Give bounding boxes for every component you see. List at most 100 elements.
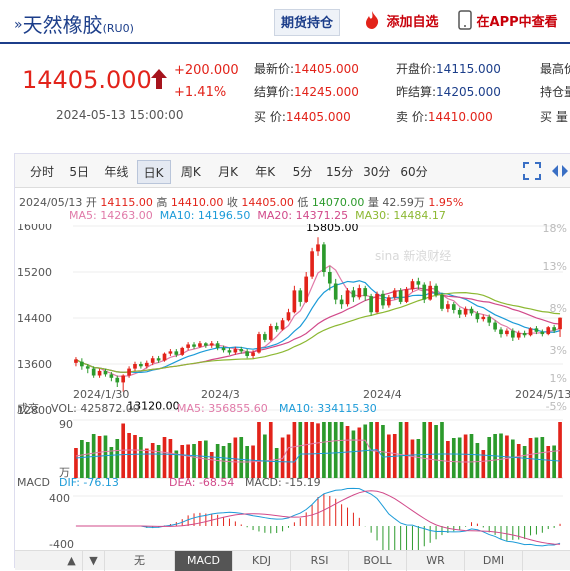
volume-bar	[139, 437, 143, 478]
ma5-line	[75, 264, 561, 377]
info-line: 2024/05/13 开 14115.00 高 14410.00 收 14405…	[19, 196, 464, 209]
indicator-tab[interactable]: ▲	[61, 551, 83, 571]
period-tab[interactable]: 月K	[218, 165, 238, 179]
macd-dea: DEA: -68.54	[169, 476, 234, 489]
pct-tick-label: 13%	[543, 260, 567, 273]
header-bar: »天然橡胶(RU0) 期货持仓 添加自选 在APP中查看	[0, 0, 570, 44]
volume-bar	[80, 440, 84, 478]
candle-body	[310, 251, 314, 277]
volume-bar	[516, 444, 521, 478]
volume-bar	[333, 422, 338, 478]
app-view-label: 在APP中查看	[476, 15, 558, 30]
period-tab[interactable]: 5分	[292, 165, 313, 179]
period-tab[interactable]: 年线	[104, 165, 129, 179]
indicator-tab[interactable]: DMI	[465, 551, 523, 571]
indicator-tab[interactable]: WR	[407, 551, 465, 571]
quote-field: 最高价	[540, 60, 570, 77]
up-arrow-icon	[151, 69, 167, 89]
candle-body	[528, 328, 533, 336]
period-tab[interactable]: 5日	[69, 165, 89, 179]
candle-body	[80, 361, 84, 367]
candle-body	[434, 285, 438, 295]
period-tab[interactable]: 分时	[29, 165, 54, 179]
last-price: 14405.000	[22, 66, 152, 94]
indicator-tab[interactable]: 无	[105, 551, 175, 571]
fullscreen-icon[interactable]	[523, 162, 541, 180]
indicator-tab[interactable]: MACD	[175, 551, 233, 571]
quote-field: 持仓量	[540, 83, 570, 100]
volume-bar	[451, 438, 456, 478]
volume-bar	[109, 447, 114, 478]
price-change-pct: +1.41%	[174, 85, 227, 100]
quote-field-label: 持仓量	[540, 85, 570, 99]
volume-bar	[440, 422, 444, 478]
indicator-tab[interactable]: BOLL	[349, 551, 407, 571]
candle-body	[345, 290, 350, 305]
macd-bottom-tick: -400	[49, 538, 74, 550]
candle-body	[416, 281, 421, 285]
period-tab[interactable]: 30分	[363, 165, 391, 179]
volume-bar	[292, 422, 297, 478]
low-annotation: 13120.00	[127, 400, 180, 413]
volume-ma5: MA5: 356855.60	[177, 402, 268, 415]
volume-unit: 万	[59, 466, 70, 479]
period-tabs: 分时 5日 年线 日K 周K 月K 年K 5分 15分 30分 60分	[15, 154, 570, 188]
quote-field-label: 最高价	[540, 62, 570, 76]
period-tab[interactable]: 年K	[255, 165, 276, 179]
candle-body	[381, 293, 385, 306]
macd-label: MACD	[17, 476, 50, 489]
more-arrows-icon[interactable]	[551, 164, 569, 178]
period-tab[interactable]: 日K	[136, 160, 171, 184]
candlestick-chart[interactable]: 16000 15200 14400 13600 12800 18% 13% 8% 3% 1% -5%…	[15, 224, 570, 550]
indicator-tabs: ▲ ▼ 无 MACD KDJ RSI BOLL WR DMI	[15, 550, 570, 571]
add-watchlist-button[interactable]: 添加自选	[362, 9, 439, 36]
quote-field-label: 买 量	[540, 110, 568, 124]
candle-body	[351, 290, 356, 298]
x-tick-label: 2024/5/13	[515, 388, 570, 401]
period-tab[interactable]: 15分	[325, 165, 354, 179]
candle-body	[139, 364, 143, 367]
volume-bar	[97, 436, 102, 478]
quote-field-value: 14205.000	[436, 85, 501, 99]
volume-bar	[257, 422, 261, 478]
candle-body	[552, 327, 556, 331]
candle-body	[168, 351, 173, 354]
indicator-tab[interactable]: ▼	[83, 551, 105, 571]
candle-body	[280, 320, 285, 330]
candle-body	[221, 347, 226, 351]
volume-bar	[227, 443, 232, 478]
quote-panel: 14405.000 +200.000 +1.41% 2024-05-13 15:…	[0, 50, 570, 138]
period-tab[interactable]: 周K	[180, 165, 201, 179]
commodity-code: (RU0)	[102, 22, 134, 35]
candle-body	[333, 283, 338, 300]
quote-field-label: 买 价:	[254, 110, 286, 124]
candle-body	[239, 349, 244, 352]
quote-field: 结算价:14245.000	[254, 83, 359, 100]
indicator-tab[interactable]: KDJ	[233, 551, 291, 571]
futures-position-button[interactable]: 期货持仓	[274, 9, 340, 36]
period-tab[interactable]: 60分	[400, 165, 428, 179]
candle-body	[292, 290, 297, 313]
candle-body	[74, 359, 78, 363]
candle-body	[215, 343, 220, 348]
volume-ma10: MA10: 334115.30	[279, 402, 377, 415]
commodity-name: 天然橡胶	[22, 13, 103, 37]
quote-field-label: 昨结算:	[396, 85, 437, 99]
volume-bar	[499, 433, 503, 478]
candle-body	[505, 330, 509, 335]
candle-body	[534, 328, 539, 332]
ma-legend: MA5: 14263.00 MA10: 14196.50 MA20: 14371…	[69, 209, 446, 222]
pct-tick-label: 18%	[543, 224, 567, 235]
volume-bar	[322, 422, 326, 478]
macd-value: MACD: -15.19	[245, 476, 321, 489]
app-view-button[interactable]: 在APP中查看	[458, 9, 558, 36]
volume-bar	[522, 446, 527, 478]
expand-icon[interactable]: »	[14, 17, 23, 33]
quote-field-value: 14115.000	[436, 62, 501, 76]
pct-tick-label: 1%	[550, 372, 567, 385]
indicator-tab[interactable]: RSI	[291, 551, 349, 571]
candle-body	[369, 296, 373, 313]
candle-body	[204, 343, 208, 346]
quote-field-label: 开盘价:	[396, 62, 437, 76]
volume-bar	[239, 437, 244, 478]
